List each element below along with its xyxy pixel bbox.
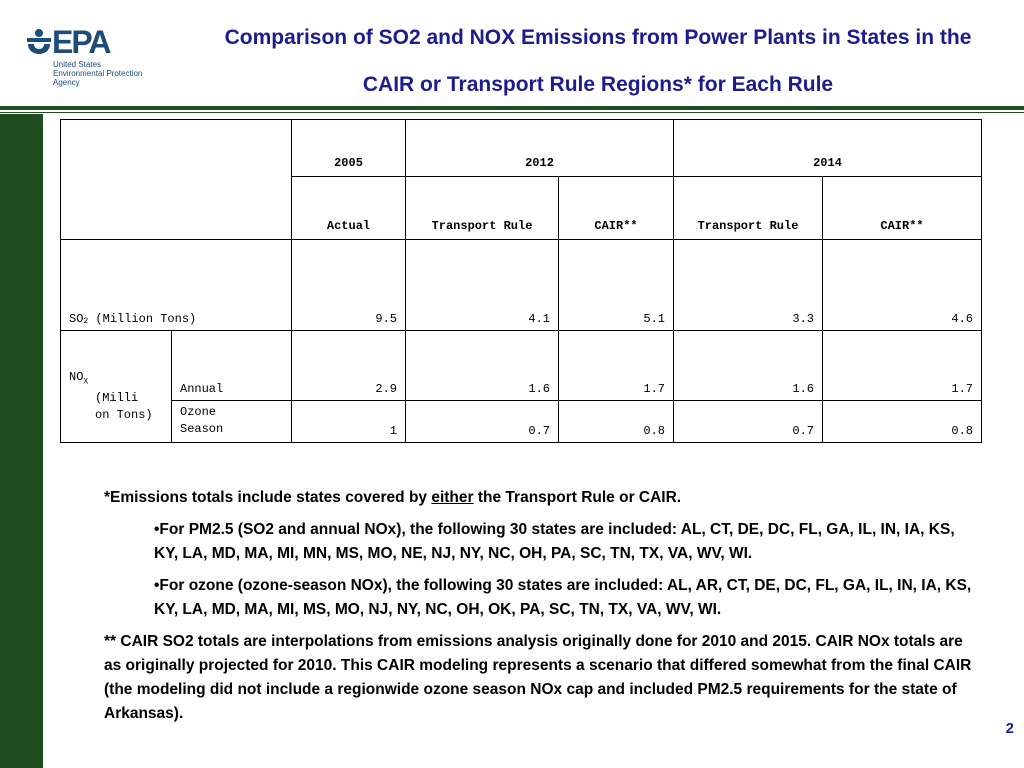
value-cell: 1.6 xyxy=(405,330,559,401)
row-label: Annual xyxy=(171,330,292,401)
note-bullet: •For ozone (ozone-season NOx), the follo… xyxy=(154,577,972,618)
row-label: Ozone Season xyxy=(171,400,292,443)
footnotes: *Emissions totals include states covered… xyxy=(104,486,974,726)
value-cell: 0.8 xyxy=(558,400,674,443)
column-header: CAIR** xyxy=(558,176,674,240)
corner-cell xyxy=(60,119,292,240)
slide-title: Comparison of SO2 and NOX Emissions from… xyxy=(224,26,972,96)
so2-row-label: SO 2 (Million Tons) xyxy=(60,239,292,331)
year-header: 2012 xyxy=(405,119,674,177)
value-cell: 9.5 xyxy=(291,239,406,331)
value-cell: 2.9 xyxy=(291,330,406,401)
column-header: Transport Rule xyxy=(673,176,823,240)
epa-logo-text: United States Environmental Protection Age… xyxy=(53,60,143,87)
column-header: Actual xyxy=(291,176,406,240)
value-cell: 0.8 xyxy=(822,400,982,443)
epa-logo-mark: EPA xyxy=(52,24,111,60)
divider xyxy=(0,112,1024,113)
epa-flower-icon xyxy=(27,29,51,54)
value-cell: 5.1 xyxy=(558,239,674,331)
nox-row-label: NOX (Milli on Tons) xyxy=(60,330,172,443)
value-cell: 1.6 xyxy=(673,330,823,401)
value-cell: 4.1 xyxy=(405,239,559,331)
page-number: 2 xyxy=(1005,720,1014,737)
note-bullet: •For PM2.5 (SO2 and annual NOx), the fol… xyxy=(154,521,955,562)
note-2: ** CAIR SO2 totals are interpolations fr… xyxy=(104,633,972,722)
column-header: Transport Rule xyxy=(405,176,559,240)
value-cell: 1.7 xyxy=(822,330,982,401)
value-cell: 0.7 xyxy=(405,400,559,443)
value-cell: 3.3 xyxy=(673,239,823,331)
value-cell: 1 xyxy=(291,400,406,443)
value-cell: 1.7 xyxy=(558,330,674,401)
divider xyxy=(0,106,1024,110)
value-cell: 4.6 xyxy=(822,239,982,331)
column-header: CAIR** xyxy=(822,176,982,240)
year-header: 2014 xyxy=(673,119,982,177)
year-header: 2005 xyxy=(291,119,406,177)
value-cell: 0.7 xyxy=(673,400,823,443)
side-bar xyxy=(0,114,43,768)
note-1: *Emissions totals include states covered… xyxy=(104,489,682,506)
